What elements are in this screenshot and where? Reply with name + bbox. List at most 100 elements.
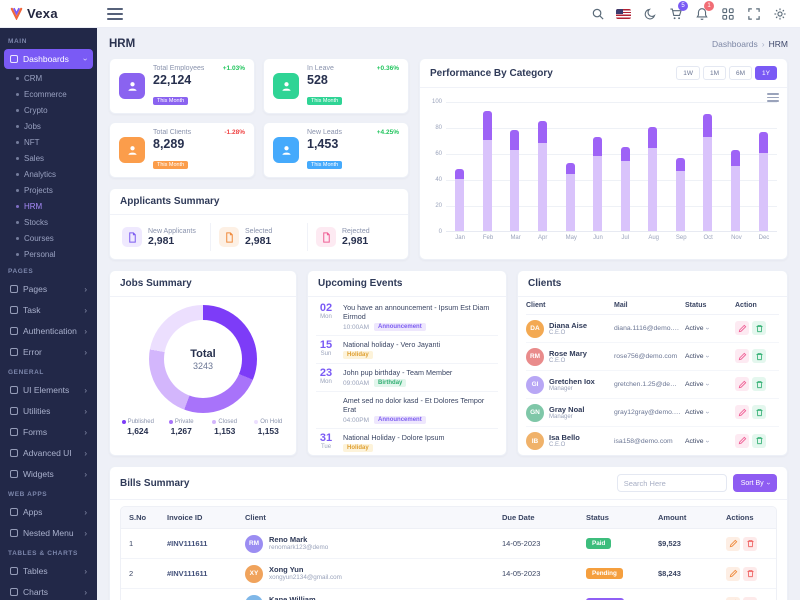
logo[interactable]: Vexa — [0, 6, 97, 21]
fullscreen-icon[interactable] — [745, 5, 762, 22]
cart-icon[interactable]: 5 — [667, 1, 688, 22]
bill-client-name: Reno Mark — [269, 534, 308, 544]
apps-grid-icon[interactable] — [719, 5, 736, 22]
breadcrumb-parent[interactable]: Dashboards — [711, 39, 758, 49]
bar-group-apr — [538, 120, 548, 231]
bar[interactable] — [731, 150, 741, 231]
sidebar-item-forms[interactable]: Forms › — [4, 422, 93, 442]
range-button-1y[interactable]: 1Y — [755, 66, 777, 80]
search-icon[interactable] — [589, 5, 606, 22]
event-date: 23 — [319, 367, 333, 379]
sidebar-item-nested-menu[interactable]: Nested Menu › — [4, 523, 93, 543]
sidebar-item-icon — [10, 588, 18, 596]
edit-icon[interactable] — [735, 321, 749, 335]
bills-search-input[interactable] — [616, 474, 727, 492]
bar[interactable] — [538, 120, 548, 231]
sidebar-subitem-projects[interactable]: Projects — [0, 182, 97, 198]
status-badge: Overdue — [586, 598, 624, 600]
event-item[interactable]: 15 Sun National holiday - Vero Jayanti Holi… — [316, 335, 498, 363]
range-button-1w[interactable]: 1W — [676, 66, 700, 80]
bar[interactable] — [565, 163, 575, 231]
delete-icon[interactable] — [752, 377, 766, 391]
settings-gear-icon[interactable] — [771, 5, 788, 22]
sidebar-item-advanced-ui[interactable]: Advanced UI › — [4, 443, 93, 463]
edit-icon[interactable] — [726, 566, 740, 581]
client-status-dropdown[interactable]: Active › — [685, 381, 711, 388]
dark-mode-moon-icon[interactable] — [641, 5, 658, 22]
bar[interactable] — [455, 168, 465, 231]
sidebar-subitem-nft[interactable]: NFT — [0, 134, 97, 150]
sidebar-subitem-crypto[interactable]: Crypto — [0, 102, 97, 118]
bullet-icon — [16, 92, 19, 96]
delete-icon[interactable] — [752, 405, 766, 419]
client-status-dropdown[interactable]: Active › — [685, 325, 711, 332]
event-item[interactable]: 31 Tue National Holiday - Dolore Ipsum Holi… — [316, 428, 498, 455]
event-item[interactable]: 02 Mon You have an announcement - Ipsum Es… — [316, 299, 498, 335]
sidebar-subitem-jobs[interactable]: Jobs — [0, 118, 97, 134]
sidebar-item-error[interactable]: Error › — [4, 342, 93, 362]
sidebar-item-tables[interactable]: Tables › — [4, 561, 93, 581]
sidebar-item-task[interactable]: Task › — [4, 300, 93, 320]
sidebar-subitem-courses[interactable]: Courses — [0, 230, 97, 246]
bar[interactable] — [510, 129, 520, 231]
bar[interactable] — [593, 137, 603, 231]
bill-invoice-id: #INV111611 — [167, 569, 208, 578]
edit-icon[interactable] — [735, 405, 749, 419]
applicants-summary-card: Applicants Summary New Applicants 2,981 Se… — [109, 188, 409, 260]
hamburger-menu-icon[interactable] — [107, 7, 123, 20]
sidebar-item-widgets[interactable]: Widgets › — [4, 464, 93, 484]
sidebar-subitem-stocks[interactable]: Stocks — [0, 214, 97, 230]
range-button-1m[interactable]: 1M — [702, 66, 727, 80]
edit-icon[interactable] — [726, 536, 740, 551]
sidebar-item-authentication[interactable]: Authentication › — [4, 321, 93, 341]
edit-icon[interactable] — [735, 349, 749, 363]
sidebar-subitem-crm[interactable]: CRM — [0, 70, 97, 86]
sidebar-item-pages[interactable]: Pages › — [4, 279, 93, 299]
delete-icon[interactable] — [743, 596, 757, 600]
edit-icon[interactable] — [726, 596, 740, 600]
delete-icon[interactable] — [743, 566, 757, 581]
sidebar-subitem-sales[interactable]: Sales — [0, 150, 97, 166]
client-status-dropdown[interactable]: Active › — [685, 437, 711, 445]
sidebar-item-apps[interactable]: Apps › — [4, 502, 93, 522]
stat-value: 22,124 — [153, 73, 192, 87]
notifications-bell-icon[interactable]: 1 — [693, 1, 714, 22]
edit-icon[interactable] — [735, 377, 749, 391]
bar[interactable] — [703, 114, 713, 231]
performance-chart-card: Performance By Category 1W 1M 6M 1Y 0 20 40 60… — [419, 58, 788, 260]
sidebar-item-charts[interactable]: Charts › — [4, 582, 93, 600]
delete-icon[interactable] — [752, 349, 766, 363]
column-header-client: Client — [245, 513, 266, 522]
chart-menu-icon[interactable] — [767, 91, 779, 104]
bar[interactable] — [620, 146, 630, 231]
client-role: C.E.O — [549, 329, 566, 336]
delete-icon[interactable] — [743, 536, 757, 551]
sidebar-item-ui-elements[interactable]: UI Elements › — [4, 380, 93, 400]
delete-icon[interactable] — [752, 433, 766, 448]
bar[interactable] — [675, 158, 685, 231]
chevron-icon: › — [84, 587, 87, 597]
stat-label: Total Employees — [153, 65, 205, 72]
sidebar-item-dashboards[interactable]: Dashboards › — [4, 49, 93, 69]
edit-icon[interactable] — [735, 433, 749, 448]
bar[interactable] — [648, 127, 658, 231]
sort-by-button[interactable]: Sort By › — [732, 474, 777, 492]
event-item[interactable]: Amet sed no dolor kasd - Et Dolores Temp… — [316, 391, 498, 428]
delete-icon[interactable] — [752, 321, 766, 335]
language-flag-icon[interactable] — [615, 5, 632, 22]
range-button-6m[interactable]: 6M — [729, 66, 753, 80]
sidebar-subitem-hrm[interactable]: HRM — [0, 198, 97, 214]
bullet-icon — [16, 140, 19, 144]
sidebar-subitem-personal[interactable]: Personal — [0, 246, 97, 262]
bar[interactable] — [482, 111, 492, 231]
jobs-summary-title: Jobs Summary — [120, 278, 192, 289]
sidebar-subitem-analytics[interactable]: Analytics — [0, 166, 97, 182]
client-status-dropdown[interactable]: Active › — [685, 353, 711, 360]
sidebar: MAIN Dashboards › CRM Ecommerce Crypto Jobs NFT… — [0, 28, 97, 600]
client-status-dropdown[interactable]: Active › — [685, 409, 711, 416]
sidebar-item-utilities[interactable]: Utilities › — [4, 401, 93, 421]
sidebar-subitem-ecommerce[interactable]: Ecommerce — [0, 86, 97, 102]
client-actions — [735, 348, 779, 366]
event-item[interactable]: 23 Mon John pup birthday - Team Member 09:0… — [316, 363, 498, 391]
bar[interactable] — [758, 132, 768, 231]
